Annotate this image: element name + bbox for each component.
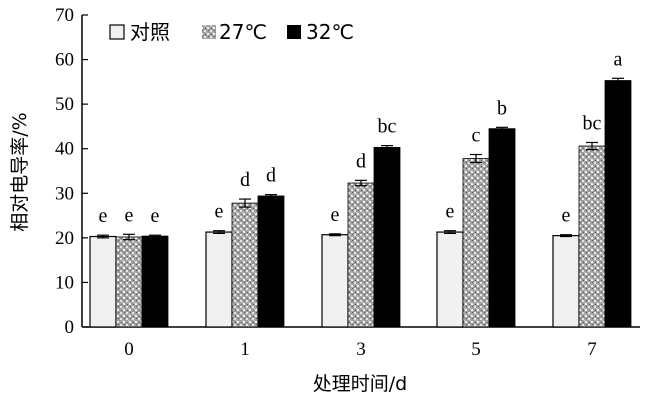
significance-label: c xyxy=(472,125,481,147)
significance-label: a xyxy=(614,48,623,70)
significance-label: d xyxy=(266,165,276,187)
significance-label: e xyxy=(125,204,134,226)
significance-label: bc xyxy=(583,112,602,134)
significance-label: e xyxy=(151,205,160,227)
legend-label-27: 27℃ xyxy=(219,20,267,44)
significance-label: e xyxy=(99,205,108,227)
significance-label: d xyxy=(356,150,366,172)
bar xyxy=(257,195,285,328)
bar xyxy=(141,235,169,328)
significance-label: bc xyxy=(378,116,397,138)
x-tick-label: 3 xyxy=(356,339,366,360)
significance-label: e xyxy=(446,201,455,223)
legend-swatch-control xyxy=(109,24,125,40)
bar xyxy=(89,235,117,328)
bar xyxy=(205,231,233,328)
y-tick-label: 0 xyxy=(65,317,75,338)
bar xyxy=(321,234,349,328)
bar xyxy=(115,236,143,328)
x-axis-title: 处理时间/d xyxy=(313,373,407,395)
legend-label-32: 32℃ xyxy=(306,20,354,44)
significance-label: e xyxy=(331,204,340,226)
y-axis-title: 相对电导率/% xyxy=(9,112,31,231)
significance-label: b xyxy=(497,97,507,119)
bar xyxy=(462,158,490,328)
bar xyxy=(604,80,632,328)
y-tick-label: 40 xyxy=(55,139,74,160)
y-tick-label: 70 xyxy=(55,5,74,26)
bar xyxy=(231,202,259,328)
bar xyxy=(347,182,375,328)
significance-label: d xyxy=(240,169,250,191)
bar xyxy=(488,128,516,328)
significance-label: e xyxy=(562,205,571,227)
y-tick-label: 50 xyxy=(55,94,74,115)
legend-swatch-32 xyxy=(287,25,301,39)
y-tick-label: 20 xyxy=(55,228,74,249)
bar xyxy=(552,235,580,328)
x-tick-label: 5 xyxy=(471,339,481,360)
y-tick-label: 10 xyxy=(55,272,74,293)
legend-swatch-27 xyxy=(202,25,216,39)
legend: 对照 27℃ 32℃ xyxy=(109,20,354,44)
x-tick-label: 1 xyxy=(240,339,250,360)
y-tick-label: 30 xyxy=(55,183,74,204)
bar xyxy=(436,231,464,328)
legend-label-control: 对照 xyxy=(130,20,170,44)
y-tick-label: 60 xyxy=(55,50,74,71)
x-tick-label: 7 xyxy=(587,339,597,360)
bar xyxy=(578,145,606,328)
significance-label: e xyxy=(215,201,224,223)
bar xyxy=(373,146,401,328)
x-tick-label: 0 xyxy=(124,339,134,360)
